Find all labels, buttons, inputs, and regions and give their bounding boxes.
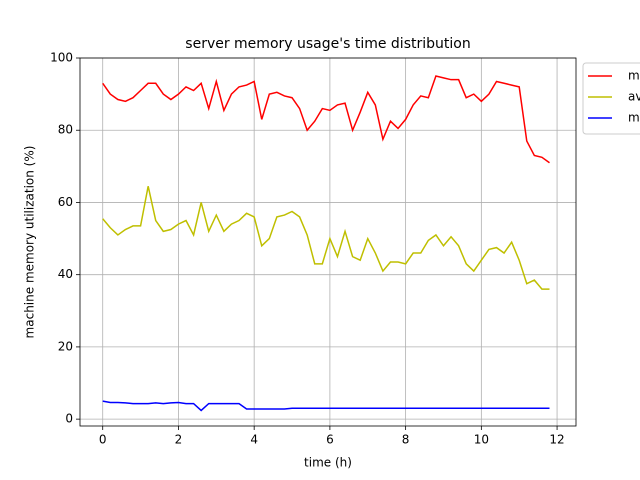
y-tick-label: 20 xyxy=(58,339,73,353)
y-tick-label: 100 xyxy=(50,51,73,65)
legend-label: m xyxy=(628,111,640,125)
chart-title: server memory usage's time distribution xyxy=(185,36,470,52)
legend-label: av xyxy=(628,90,640,104)
x-tick-label: 12 xyxy=(549,433,564,447)
y-tick-label: 60 xyxy=(58,195,73,209)
x-axis-label: time (h) xyxy=(304,456,352,470)
plot-frame xyxy=(79,57,577,427)
y-tick-label: 0 xyxy=(65,412,73,426)
x-tick-label: 10 xyxy=(474,433,489,447)
x-tick-label: 2 xyxy=(175,433,183,447)
data-line xyxy=(102,186,550,290)
x-tick-label: 6 xyxy=(326,433,334,447)
legend-label: m xyxy=(628,69,640,83)
y-tick-label: 40 xyxy=(58,267,73,281)
legend-box xyxy=(582,62,640,135)
y-axis-label: machine memory utilization (%) xyxy=(23,146,37,339)
y-tick-label: 80 xyxy=(58,123,73,137)
x-tick-label: 4 xyxy=(250,433,258,447)
data-line xyxy=(102,75,550,164)
x-tick-label: 8 xyxy=(402,433,410,447)
x-tick-label: 0 xyxy=(99,433,107,447)
data-line xyxy=(102,400,550,412)
